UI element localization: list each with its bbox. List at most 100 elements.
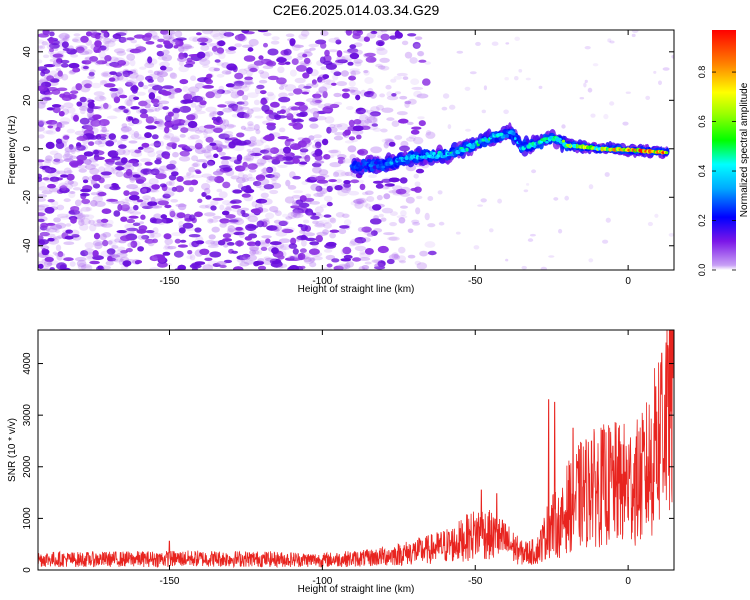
noise-blob — [352, 125, 364, 132]
noise-blob — [120, 265, 129, 270]
noise-blob — [418, 59, 427, 63]
noise-blob — [78, 219, 85, 226]
noise-blob — [175, 40, 184, 47]
noise-blob — [195, 105, 203, 112]
spectrogram-y-tick-label: 20 — [22, 94, 33, 106]
noise-blob — [222, 238, 233, 242]
noise-blob — [78, 168, 87, 173]
noise-blob — [203, 124, 216, 129]
noise-blob — [104, 162, 113, 168]
noise-blob — [265, 147, 275, 152]
noise-blob — [365, 203, 371, 209]
noise-blob — [303, 57, 311, 64]
noise-blob — [116, 148, 126, 156]
noise-blob — [155, 173, 167, 180]
noise-blob — [251, 147, 262, 154]
noise-blob — [260, 242, 270, 248]
noise-blob — [631, 30, 639, 33]
noise-blob — [399, 95, 408, 100]
noise-blob — [77, 213, 86, 221]
noise-blob — [187, 93, 195, 99]
noise-blob — [356, 198, 366, 204]
noise-blob — [44, 256, 54, 263]
noise-blob — [376, 104, 384, 111]
noise-blob — [145, 125, 157, 130]
noise-blob — [186, 171, 192, 176]
noise-blob — [195, 170, 202, 174]
noise-blob — [240, 210, 246, 215]
noise-blob — [609, 101, 615, 106]
noise-blob — [38, 134, 45, 139]
noise-blob — [152, 227, 159, 235]
noise-blob — [337, 189, 349, 197]
noise-blob — [425, 130, 432, 136]
noise-blob — [85, 206, 93, 212]
snr-series-line — [38, 330, 674, 569]
noise-blob — [201, 149, 212, 154]
noise-blob — [64, 146, 72, 154]
noise-blob — [350, 238, 363, 246]
noise-blob — [247, 92, 259, 98]
noise-blob — [145, 230, 155, 234]
noise-blob — [322, 106, 334, 114]
noise-blob — [255, 129, 261, 135]
noise-blob — [399, 260, 406, 264]
noise-blob — [132, 68, 138, 75]
noise-blob — [201, 162, 208, 169]
noise-blob — [135, 44, 141, 48]
noise-blob — [38, 85, 48, 92]
noise-blob — [66, 128, 76, 134]
noise-blob — [254, 115, 264, 119]
noise-blob — [136, 199, 144, 203]
noise-blob — [137, 136, 147, 140]
noise-blob — [364, 119, 373, 124]
noise-blob — [199, 248, 210, 255]
noise-blob — [138, 107, 145, 114]
spectrogram-noise — [38, 30, 674, 270]
noise-blob — [70, 217, 77, 224]
noise-blob — [313, 192, 324, 197]
noise-blob — [186, 255, 193, 259]
noise-blob — [266, 166, 274, 174]
noise-blob — [331, 258, 340, 263]
noise-blob — [152, 85, 163, 91]
noise-blob — [604, 172, 610, 177]
noise-blob — [527, 238, 534, 242]
noise-blob — [320, 30, 329, 37]
noise-blob — [297, 137, 305, 141]
noise-blob — [93, 149, 100, 155]
noise-blob — [344, 58, 352, 63]
noise-blob — [97, 265, 104, 270]
noise-blob — [361, 265, 370, 270]
noise-blob — [115, 166, 125, 171]
noise-blob — [427, 250, 437, 256]
noise-blob — [296, 64, 307, 72]
noise-blob — [292, 175, 301, 180]
noise-blob — [386, 95, 399, 101]
noise-blob — [115, 72, 123, 77]
noise-blob — [88, 141, 95, 147]
noise-blob — [298, 84, 306, 90]
noise-blob — [225, 214, 236, 219]
noise-blob — [199, 100, 207, 106]
noise-blob — [89, 260, 100, 265]
noise-blob — [302, 219, 310, 224]
noise-blob — [395, 188, 407, 195]
noise-blob — [142, 195, 152, 201]
noise-blob — [377, 65, 386, 70]
noise-blob — [236, 101, 245, 105]
noise-blob — [330, 149, 342, 157]
noise-blob — [359, 114, 369, 122]
noise-blob — [87, 99, 95, 104]
noise-blob — [231, 208, 242, 213]
noise-blob — [179, 134, 186, 138]
noise-blob — [263, 134, 275, 142]
noise-blob — [56, 254, 63, 261]
noise-blob — [212, 170, 224, 176]
noise-blob — [188, 214, 196, 221]
noise-blob — [38, 204, 50, 208]
noise-blob — [255, 174, 266, 181]
noise-blob — [172, 151, 179, 158]
noise-blob — [167, 111, 174, 117]
noise-blob — [276, 77, 287, 85]
